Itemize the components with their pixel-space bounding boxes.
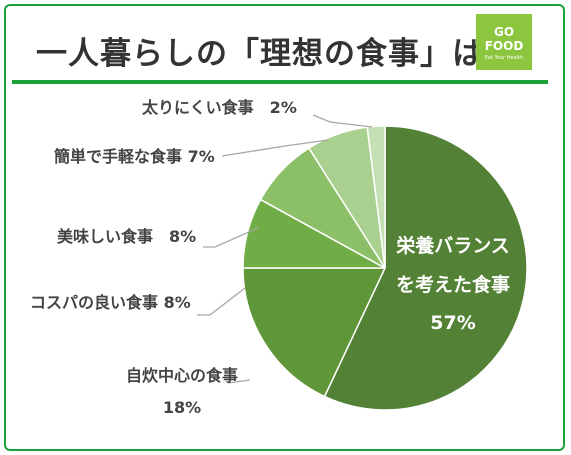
chart-title: 一人暮らしの「理想の食事」は？ (36, 36, 516, 72)
slice-label-1-line-1: 栄養バランス (395, 234, 510, 257)
slice-label-2-line-1: 自炊中心の食事 (126, 366, 238, 385)
leader-line-3 (197, 287, 246, 316)
slice-label-4-line-1: 美味しい食事 8% (57, 227, 196, 246)
pie-slice-6 (366, 125, 386, 269)
slice-label-5-line-1: 簡単で手軽な食事 7% (53, 147, 215, 166)
slice-label-1-line-3: 57% (430, 312, 475, 334)
pie-slice-1 (323, 125, 528, 411)
slice-label-2-line-2: 18% (163, 398, 201, 417)
leader-line-2 (227, 379, 251, 384)
slice-label-1-line-2: を考えた食事 (396, 273, 510, 296)
pie-slice-2 (242, 267, 387, 398)
gofood-logo: GO FOOD Eat Your Health (476, 14, 532, 70)
title-divider (12, 80, 548, 84)
leader-line-5 (221, 139, 329, 157)
logo-text-food: FOOD (484, 39, 524, 53)
logo-tagline: Eat Your Health (484, 55, 524, 61)
slice-label-6-line-1: 太りにくい食事 2% (141, 98, 297, 117)
leader-line-4 (203, 227, 259, 248)
leader-line-6 (312, 114, 373, 128)
slice-label-3-line-1: コスパの良い食事 8% (30, 293, 191, 312)
logo-text-go: GO (493, 25, 515, 39)
